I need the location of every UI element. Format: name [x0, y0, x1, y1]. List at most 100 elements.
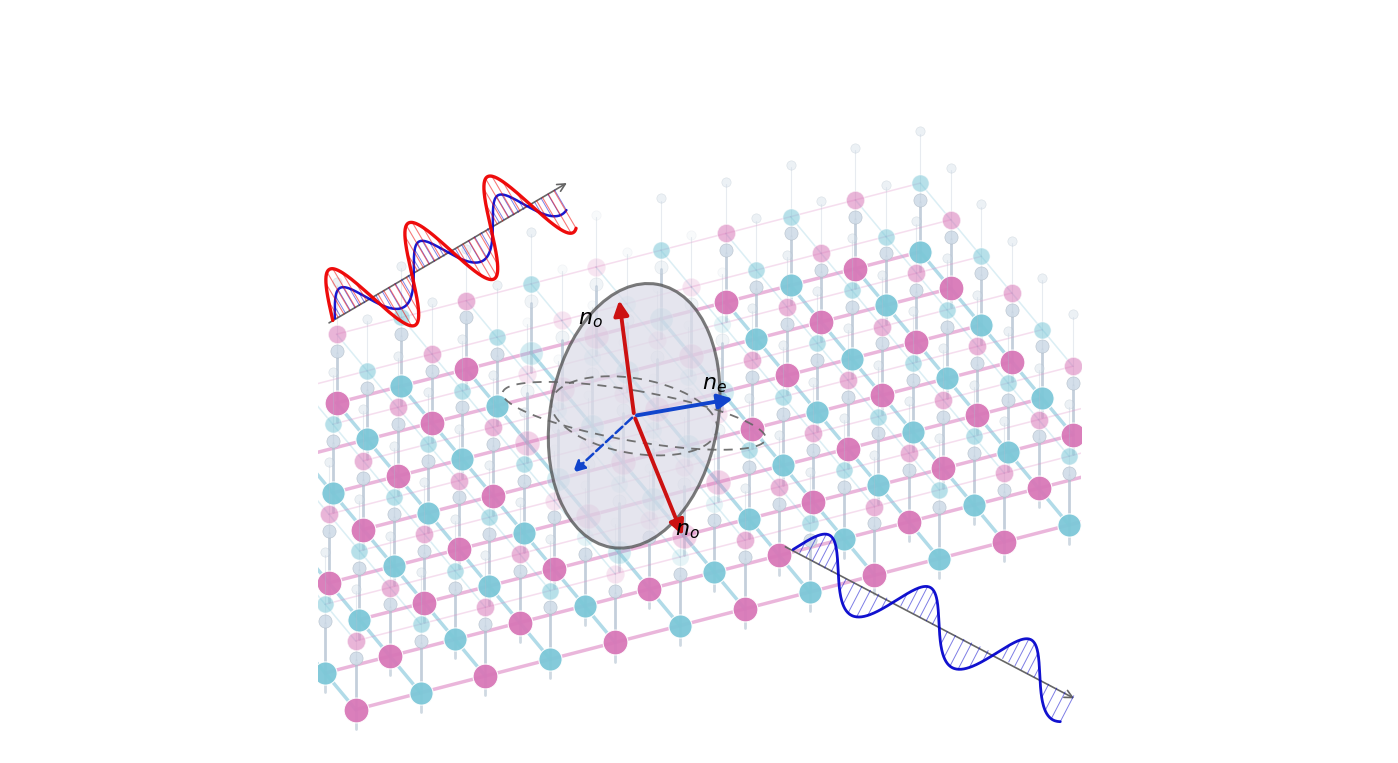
Point: [1028, 362, 1050, 374]
Point: [871, 269, 893, 281]
Point: [906, 267, 928, 279]
Point: [741, 354, 763, 366]
Point: [1028, 482, 1050, 494]
Point: [970, 267, 993, 279]
Point: [962, 499, 984, 511]
Point: [1058, 519, 1081, 531]
Point: [326, 276, 348, 288]
Point: [1058, 450, 1081, 462]
Point: [836, 443, 858, 455]
Point: [1001, 304, 1023, 316]
Point: [348, 545, 370, 557]
Point: [456, 243, 478, 255]
Point: [681, 281, 703, 293]
Point: [478, 528, 500, 540]
Point: [291, 382, 313, 394]
Point: [482, 438, 505, 450]
Point: [741, 302, 763, 314]
Point: [386, 418, 408, 430]
Point: [356, 433, 379, 446]
Point: [383, 508, 405, 520]
Point: [772, 391, 794, 403]
Point: [875, 179, 898, 191]
Point: [417, 507, 439, 519]
Point: [1061, 360, 1083, 372]
Point: [646, 334, 668, 346]
Point: [379, 581, 401, 594]
Point: [714, 227, 737, 240]
Point: [776, 317, 798, 330]
Point: [710, 386, 733, 398]
Point: [520, 346, 542, 359]
Point: [344, 652, 366, 664]
Point: [1061, 377, 1083, 389]
Point: [604, 584, 626, 597]
Point: [734, 534, 756, 546]
Point: [970, 250, 993, 262]
Point: [710, 266, 733, 278]
Point: [478, 511, 500, 523]
Point: [414, 528, 436, 540]
Point: [447, 543, 470, 555]
Point: [672, 461, 695, 473]
Point: [642, 372, 664, 385]
Point: [390, 328, 412, 340]
Point: [970, 319, 993, 331]
Point: [906, 284, 928, 296]
Point: [478, 580, 500, 592]
Point: [932, 394, 955, 406]
Point: [798, 586, 821, 598]
Point: [615, 298, 637, 310]
Point: [993, 415, 1015, 427]
Point: [315, 546, 337, 559]
Point: [668, 551, 691, 563]
Point: [443, 565, 466, 577]
Point: [932, 410, 955, 423]
Point: [573, 479, 596, 491]
Point: [875, 299, 898, 311]
Point: [615, 366, 637, 378]
Point: [703, 497, 726, 510]
Point: [935, 320, 958, 333]
Point: [768, 549, 790, 562]
Point: [604, 516, 626, 528]
Point: [611, 456, 633, 468]
Point: [509, 565, 531, 577]
Point: [551, 262, 573, 275]
Point: [833, 481, 856, 493]
Point: [1001, 235, 1023, 247]
Point: [840, 301, 863, 313]
Point: [512, 475, 534, 487]
Point: [482, 369, 505, 382]
Point: [836, 374, 858, 386]
Point: [809, 316, 832, 328]
Point: [478, 459, 500, 472]
Point: [867, 359, 889, 371]
Point: [1032, 340, 1054, 353]
Point: [993, 484, 1015, 496]
Point: [315, 598, 337, 610]
Point: [779, 211, 801, 223]
Point: [993, 467, 1015, 479]
Point: [798, 517, 821, 530]
Point: [551, 314, 573, 327]
Point: [456, 363, 478, 375]
Point: [909, 125, 931, 137]
Point: [551, 383, 573, 395]
Point: [840, 284, 863, 296]
Point: [474, 670, 496, 682]
Point: [928, 501, 951, 513]
Point: [1001, 287, 1023, 299]
Point: [516, 385, 538, 397]
Point: [672, 478, 695, 490]
Point: [608, 546, 630, 559]
Point: [452, 385, 474, 397]
Point: [898, 516, 920, 528]
Point: [414, 476, 436, 488]
Point: [840, 232, 863, 244]
Point: [611, 336, 633, 348]
Point: [714, 244, 737, 256]
Point: [542, 563, 565, 575]
Point: [681, 349, 703, 362]
Point: [714, 175, 737, 188]
